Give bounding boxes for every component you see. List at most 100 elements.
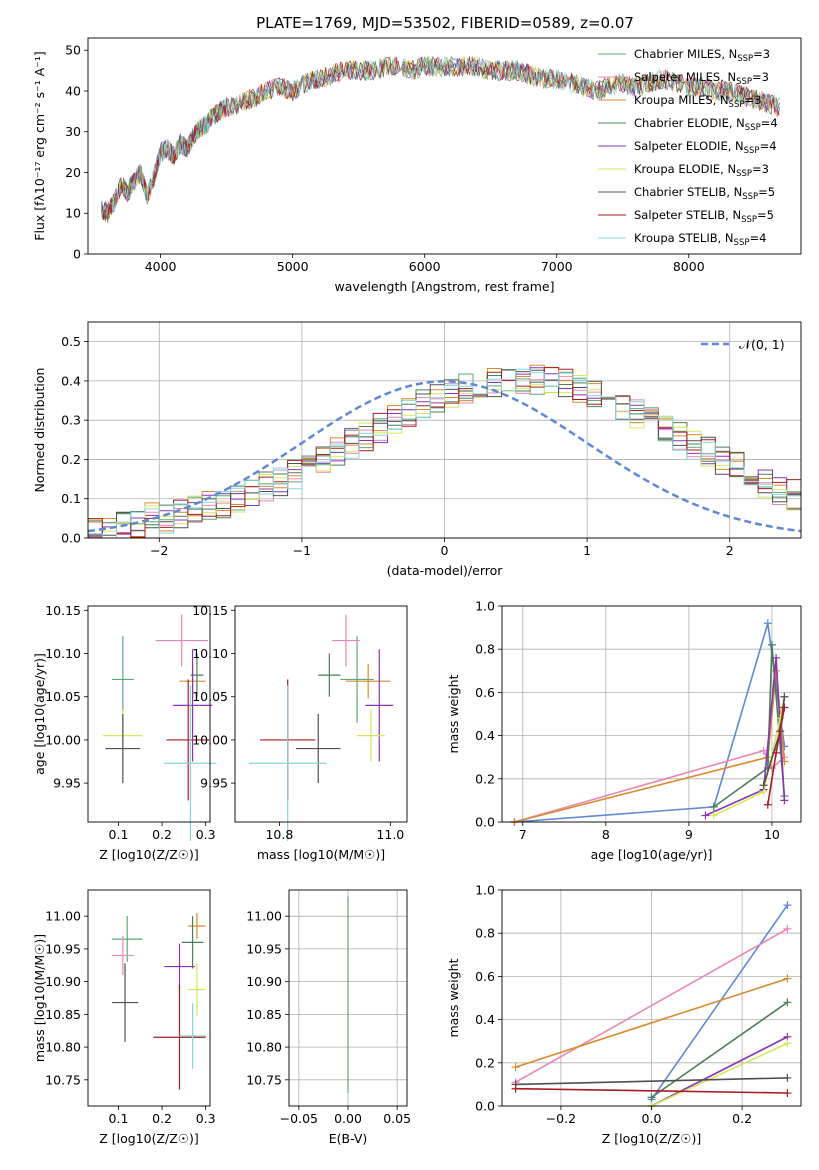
plot-area xyxy=(248,614,394,842)
y-tick-label: 10.75 xyxy=(45,1072,81,1087)
axes-frame xyxy=(501,605,802,823)
x-tick-label: −2 xyxy=(150,543,168,558)
legend: 𝒩(0, 1) xyxy=(701,337,785,352)
x-tick-label: 10 xyxy=(764,827,780,842)
y-tick-label: 0.2 xyxy=(475,771,495,786)
axes-frame xyxy=(501,889,802,1107)
plot-area xyxy=(510,619,789,826)
y-tick-label: 10.80 xyxy=(246,1040,282,1055)
weight-series-line xyxy=(514,623,786,823)
x-tick-label: 0.1 xyxy=(109,827,129,842)
x-tick-label: 0 xyxy=(441,543,449,558)
x-tick-label: 6000 xyxy=(409,259,441,274)
y-tick-label: 11.00 xyxy=(246,909,282,924)
y-tick-label: 10.85 xyxy=(246,1007,282,1022)
y-tick-label: 0.0 xyxy=(475,815,495,830)
x-tick-label: 1 xyxy=(583,543,591,558)
x-axis-label: (data-model)/error xyxy=(387,563,504,578)
weight-point-marker xyxy=(780,692,789,701)
grid xyxy=(502,889,801,1107)
y-tick-label: 10.95 xyxy=(246,941,282,956)
x-axis-label: Z [log10(Z/Z☉)] xyxy=(602,1131,702,1146)
grid xyxy=(88,322,801,539)
legend-entry: Salpeter ELODIE, NSSP=4 xyxy=(634,139,777,156)
weight-point-marker xyxy=(511,1084,520,1093)
weight-point-marker xyxy=(709,802,718,811)
weight-point-marker xyxy=(783,924,792,933)
x-axis-label: E(B-V) xyxy=(329,1131,368,1146)
y-tick-label: 10.80 xyxy=(45,1040,81,1055)
grid xyxy=(502,605,801,823)
axes: 0.1 0.2 0.3 9.95 10.00 10.05 10.10 10.15 Z [log1… xyxy=(32,603,216,862)
x-tick-label: −1 xyxy=(293,543,311,558)
y-tick-label: 10.00 xyxy=(192,732,228,747)
residuals-panel: 𝒩(0, 1) −2 −1 0 1 2 0.0 0.1 0.2 0.3 0.4 0.5 (data-mo… xyxy=(32,321,802,578)
weight-point-marker xyxy=(709,811,718,820)
weight-series-line xyxy=(705,657,786,817)
weight-series-line xyxy=(713,644,786,808)
y-tick-label: 9.95 xyxy=(200,776,228,791)
y-tick-label: 30 xyxy=(65,124,81,139)
y-tick-label: 0.6 xyxy=(475,685,495,700)
x-tick-label: 11.0 xyxy=(376,827,404,842)
x-tick-label: 2 xyxy=(726,543,734,558)
y-axis-label: mass weight xyxy=(446,958,461,1037)
x-axis-label: Z [log10(Z/Z☉)] xyxy=(99,1131,199,1146)
y-tick-label: 1.0 xyxy=(475,599,495,614)
y-tick-label: 10.10 xyxy=(192,646,228,661)
y-tick-label: 0.3 xyxy=(61,413,81,428)
y-axis-label: mass weight xyxy=(446,674,461,753)
y-tick-label: 0.4 xyxy=(475,1012,495,1027)
x-axis-label: wavelength [Angstrom, rest frame] xyxy=(334,279,554,294)
y-tick-label: 0.1 xyxy=(61,491,81,506)
y-tick-label: 0.4 xyxy=(61,373,81,388)
weight-point-marker xyxy=(783,901,792,910)
axes-frame xyxy=(234,605,408,823)
y-tick-label: 0.6 xyxy=(475,969,495,984)
gaussian-curve xyxy=(87,380,802,533)
weight-point-marker xyxy=(701,811,710,820)
legend-entry: 𝒩(0, 1) xyxy=(739,337,785,352)
y-tick-label: 0.4 xyxy=(475,728,495,743)
weight-point-marker xyxy=(511,1063,520,1072)
x-tick-label: 7 xyxy=(519,827,527,842)
age-vs-mass-panel: 10.8 11.0 9.95 10.00 10.05 10.10 10.15 mass [lo… xyxy=(192,603,408,862)
plot-area xyxy=(111,912,206,1090)
x-tick-label: 0.2 xyxy=(152,1111,172,1126)
weight-point-marker xyxy=(783,998,792,1007)
y-tick-label: 0.0 xyxy=(61,531,81,546)
axes: 4000 5000 6000 7000 8000 0 10 20 30 40 50 wavelengt… xyxy=(32,37,802,294)
weight-point-marker xyxy=(780,796,789,805)
weight-point-marker xyxy=(759,781,768,790)
y-tick-label: 10.05 xyxy=(192,689,228,704)
plot-area xyxy=(511,901,792,1110)
x-tick-label: 8000 xyxy=(673,259,705,274)
x-tick-label: 0.2 xyxy=(152,827,172,842)
y-tick-label: 40 xyxy=(65,83,81,98)
x-tick-label: 0.3 xyxy=(196,827,216,842)
x-axis-label: age [log10(age/yr)] xyxy=(591,847,713,862)
x-tick-label: 0.2 xyxy=(732,1111,752,1126)
y-tick-label: 0.2 xyxy=(475,1055,495,1070)
weight-series-line xyxy=(651,1036,788,1107)
weight-point-marker xyxy=(780,703,789,712)
weight-point-marker xyxy=(783,1039,792,1048)
legend-entry: Salpeter MILES, NSSP=3 xyxy=(634,70,769,87)
y-tick-label: 10.00 xyxy=(45,732,81,747)
weight-series-line xyxy=(651,1042,788,1107)
legend-entry: Chabrier MILES, NSSP=3 xyxy=(634,47,770,64)
y-tick-label: 10.15 xyxy=(192,603,228,618)
x-tick-label: −0.05 xyxy=(280,1111,318,1126)
mass-vs-ebv-panel: −0.05 0.00 0.05 10.75 10.80 10.85 10.90 10.95 11… xyxy=(246,889,411,1146)
axes-frame xyxy=(288,889,408,1107)
legend-entry: Kroupa STELIB, NSSP=4 xyxy=(634,231,766,248)
x-tick-label: 0.05 xyxy=(383,1111,411,1126)
weight-point-marker xyxy=(763,800,772,809)
y-tick-label: 10.90 xyxy=(246,974,282,989)
weight-point-marker xyxy=(783,1089,792,1098)
mass-vs-z-panel: 0.1 0.2 0.3 10.75 10.80 10.85 10.90 10.95 11.00 Z… xyxy=(32,889,216,1146)
weight-point-marker xyxy=(647,1093,656,1102)
weight-point-marker xyxy=(763,619,772,628)
weight-point-marker xyxy=(772,653,781,662)
